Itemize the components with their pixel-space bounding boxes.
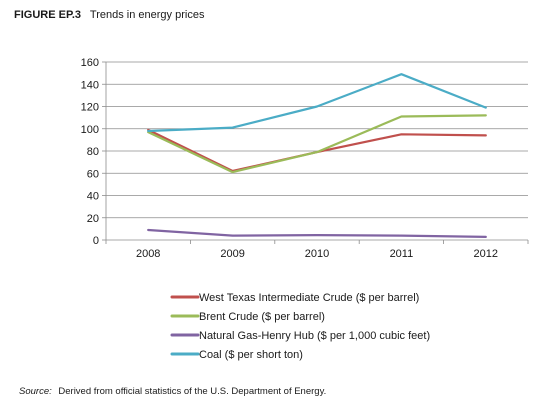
legend-label: Brent Crude ($ per barrel) (199, 311, 325, 323)
series-line-4 (147, 73, 487, 133)
gridlines (106, 61, 528, 219)
legend-label: Coal ($ per short ton) (199, 349, 303, 361)
legend: West Texas Intermediate Crude ($ per bar… (170, 292, 430, 361)
figure-title-text: Trends in energy prices (89, 9, 205, 21)
y-tick-label: 40 (87, 191, 99, 203)
series-line-1 (147, 128, 487, 173)
legend-label: Natural Gas-Henry Hub ($ per 1,000 cubic… (199, 330, 430, 342)
series-lines (147, 73, 487, 238)
x-tick-label: 2012 (474, 248, 498, 260)
figure-title: FIGURE EP.3 Trends in energy prices (14, 9, 204, 21)
y-tick-label: 60 (87, 168, 99, 180)
source-text: Derived from official statistics of the … (58, 386, 327, 397)
figure-label: FIGURE EP.3 (14, 9, 82, 21)
x-tick-label: 2008 (136, 248, 160, 260)
source-note: Source: Derived from official statistics… (19, 386, 326, 397)
axes (102, 61, 529, 244)
source-label: Source: (19, 386, 52, 397)
x-tick-label: 2009 (220, 248, 244, 260)
x-tick-label: 2011 (390, 248, 414, 260)
series-line-3 (147, 228, 487, 238)
y-tick-label: 120 (81, 102, 99, 114)
series-line-2 (147, 114, 487, 174)
legend-label: West Texas Intermediate Crude ($ per bar… (199, 292, 419, 304)
x-tick-label: 2010 (305, 248, 329, 260)
y-tick-labels: 0 20 40 60 80 100 120 140 160 (81, 57, 99, 247)
x-tick-labels: 2008 2009 2010 2011 2012 (136, 248, 498, 260)
y-tick-label: 20 (87, 213, 99, 225)
y-tick-label: 0 (93, 235, 99, 247)
y-tick-label: 160 (81, 57, 99, 69)
y-tick-label: 100 (81, 124, 99, 136)
y-tick-label: 80 (87, 146, 99, 158)
y-tick-label: 140 (81, 79, 99, 91)
